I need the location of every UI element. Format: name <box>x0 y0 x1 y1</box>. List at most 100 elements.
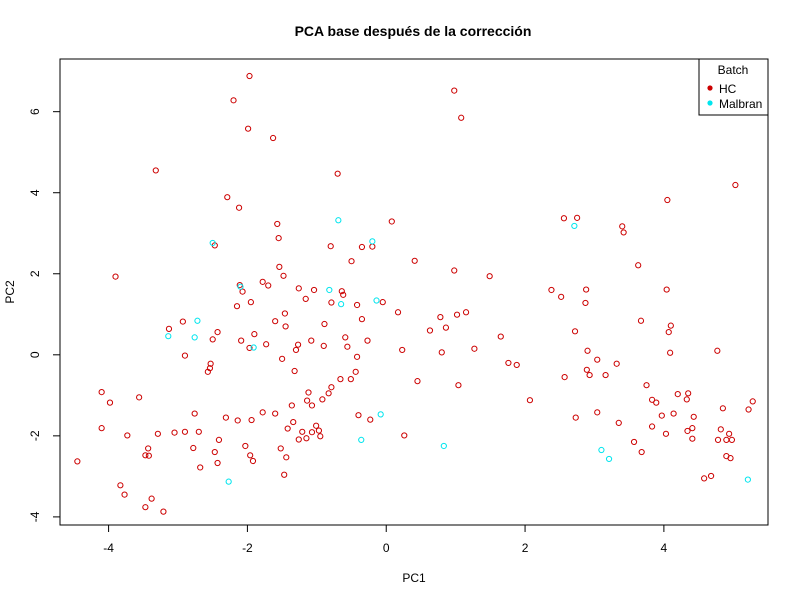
point-hc <box>179 318 186 325</box>
point-hc <box>234 417 241 424</box>
point-hc <box>238 337 245 344</box>
point-hc <box>684 427 691 435</box>
point-hc <box>442 324 450 331</box>
point-hc <box>325 390 332 397</box>
point-hc <box>701 475 708 482</box>
point-hc <box>247 452 254 459</box>
point-hc <box>247 299 254 306</box>
point-hc <box>689 425 696 432</box>
point-hc <box>222 414 229 421</box>
point-hc <box>653 399 660 406</box>
point-hc <box>571 328 579 335</box>
data-points <box>74 72 756 515</box>
point-hc <box>458 114 465 121</box>
point-malbran <box>326 286 333 294</box>
point-hc <box>379 299 386 306</box>
point-hc <box>638 448 645 456</box>
point-hc <box>394 309 402 316</box>
y-axis: -4 -2 0 2 4 6 <box>28 108 60 522</box>
point-hc <box>233 303 241 310</box>
point-hc <box>497 333 504 340</box>
point-hc <box>249 457 257 465</box>
point-hc <box>142 504 149 511</box>
point-hc <box>269 134 277 142</box>
point-hc <box>411 257 418 264</box>
point-hc <box>290 418 297 426</box>
point-hc <box>160 508 167 515</box>
point-hc <box>272 410 279 417</box>
point-hc <box>674 391 681 398</box>
point-hc <box>438 349 445 356</box>
point-hc <box>583 286 590 293</box>
x-axis: -4 -2 0 2 4 <box>103 525 668 555</box>
point-hc <box>369 243 376 250</box>
legend: Batch HC Malbran <box>698 58 769 116</box>
point-hc <box>117 482 124 489</box>
point-hc <box>471 345 478 352</box>
point-hc <box>572 414 579 421</box>
point-hc <box>98 388 105 396</box>
point-hc <box>191 410 198 417</box>
point-hc <box>594 409 601 416</box>
point-hc <box>214 459 221 467</box>
point-hc <box>246 344 253 352</box>
point-hc <box>281 471 288 478</box>
point-hc <box>732 181 739 189</box>
point-hc <box>181 352 189 359</box>
point-hc <box>308 429 316 436</box>
point-hc <box>719 405 726 412</box>
point-hc <box>121 491 128 498</box>
point-hc <box>148 495 155 502</box>
point-hc <box>414 378 421 385</box>
point-hc <box>272 318 279 325</box>
point-hc <box>455 382 462 389</box>
point-hc <box>321 320 328 328</box>
point-hc <box>670 410 677 417</box>
point-hc <box>620 229 627 236</box>
point-malbran <box>165 333 172 340</box>
point-hc <box>206 365 214 372</box>
point-malbran <box>338 301 345 308</box>
point-hc <box>165 325 173 332</box>
point-hc <box>689 435 696 442</box>
y-tick-label: -4 <box>28 511 42 522</box>
point-hc <box>586 371 593 379</box>
point-hc <box>230 97 237 104</box>
point-hc <box>548 286 555 294</box>
x-axis-label: PC1 <box>402 571 426 585</box>
x-tick-label: 0 <box>383 541 390 555</box>
point-hc <box>224 194 231 201</box>
point-hc <box>124 432 131 439</box>
point-malbran <box>377 411 384 418</box>
point-hc <box>582 299 589 307</box>
point-hc <box>282 323 289 330</box>
point-hc <box>717 426 724 433</box>
point-hc <box>246 72 253 80</box>
point-hc <box>337 376 344 383</box>
point-hc <box>315 427 323 434</box>
point-hc <box>327 243 334 250</box>
point-malbran <box>237 283 244 290</box>
point-hc <box>690 413 697 420</box>
point-hc <box>98 425 105 432</box>
point-hc <box>526 397 534 404</box>
point-hc <box>358 243 366 251</box>
point-hc <box>664 196 671 204</box>
point-malbran <box>373 297 380 304</box>
point-hc <box>190 444 197 452</box>
point-hc <box>74 458 81 465</box>
point-hc <box>145 452 152 459</box>
point-hc <box>263 341 270 348</box>
point-hc <box>348 258 355 265</box>
x-tick-label: 2 <box>522 541 529 555</box>
point-malbran <box>440 442 447 450</box>
point-hc <box>294 341 302 348</box>
point-hc <box>281 310 288 317</box>
point-hc <box>714 436 722 444</box>
point-hc <box>367 416 374 423</box>
point-hc <box>486 273 493 280</box>
legend-label-malbran: Malbran <box>719 97 762 111</box>
point-malbran <box>250 344 257 351</box>
point-hc <box>714 347 721 354</box>
point-hc <box>685 390 692 397</box>
